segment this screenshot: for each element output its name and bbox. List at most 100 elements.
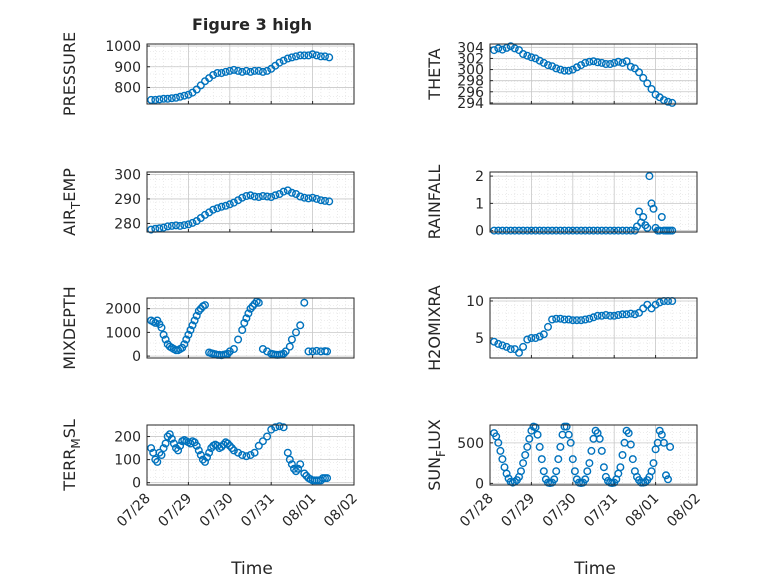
figure-title: Figure 3 high [192,15,312,34]
data-point [151,455,160,464]
data-point [321,196,330,205]
data-point [296,192,305,201]
data-point [655,426,664,435]
data-point [664,475,673,484]
data-point [227,444,236,453]
data-point [271,423,280,432]
data-point [626,62,635,71]
y-axis-label: SUNFLUX [425,419,448,491]
y-tick-label: 294 [457,96,484,112]
data-point [668,98,677,107]
data-point [651,300,660,309]
y-tick-label: 1000 [105,39,141,55]
data-point [159,444,168,453]
y-tick-label: 2 [475,169,484,185]
data-point [610,311,619,320]
y-tick-label: 800 [114,80,141,96]
data-point [550,475,559,484]
y-tick-label: 200 [114,430,141,446]
y-tick-label: 500 [457,436,484,452]
data-point [626,309,635,318]
data-point [221,67,230,76]
panel-5: 0 1000 2000 MIXDEPTH [60,286,355,370]
data-point [506,226,515,235]
data-point [577,316,586,325]
data-point [544,61,553,70]
data-point [292,52,301,61]
y-tick-label: 2000 [105,302,141,318]
data-point [502,43,511,52]
y-axis-label: MIXDEPTH [60,286,79,369]
y-tick-label: 5 [475,331,484,347]
data-point [167,434,176,443]
data-point [535,226,544,235]
data-point [593,58,602,67]
data-point [568,65,577,74]
data-point [242,314,251,323]
data-point [490,46,499,55]
data-point [643,223,652,232]
data-point [630,310,639,319]
data-point [180,221,189,230]
data-point [657,430,666,439]
data-point [564,430,573,439]
data-point [229,198,238,207]
data-point [213,68,222,77]
y-tick-label: 304 [457,40,484,56]
data-point [155,95,164,104]
data-point [515,348,524,357]
data-point [506,42,515,51]
data-point [552,467,561,476]
data-point [539,330,548,339]
data-point [171,221,180,230]
data-point [556,442,565,451]
data-point [275,422,284,431]
data-point [544,322,553,331]
data-point [147,225,156,234]
data-point [606,311,615,320]
data-point [494,438,503,447]
data-point [568,226,577,235]
data-point [223,439,232,448]
data-point [583,467,592,476]
data-point [209,205,218,214]
data-point [610,226,619,235]
data-point [250,66,259,75]
data-point [192,311,201,320]
panel-1: 800 900 1000 PRESSURE [60,32,355,116]
data-point [225,66,234,75]
data-point [581,315,590,324]
data-point [285,342,294,351]
data-point [296,460,305,469]
data-point [287,188,296,197]
data-point [321,52,330,61]
data-point [161,335,170,344]
data-point [163,222,172,231]
data-series [490,172,677,235]
data-point [502,226,511,235]
data-point [283,186,292,195]
data-point [184,220,193,229]
data-point [223,349,232,358]
panel-6: 5 10 H2OMIXRA [425,285,698,371]
data-point [564,315,573,324]
data-point [300,469,309,478]
y-axis-label: TERRMSL [60,419,83,492]
y-tick-label: 300 [457,63,484,79]
data-point [539,58,548,67]
data-point [229,345,238,354]
data-point [510,226,519,235]
data-point [323,347,332,356]
data-point [556,314,565,323]
data-point [192,85,201,94]
data-series [147,186,334,234]
data-point [287,53,296,62]
data-point [171,444,180,453]
data-point [659,96,668,105]
data-point [296,51,305,60]
data-point [523,335,532,344]
data-point [159,94,168,103]
data-point [519,50,528,59]
data-point [171,93,180,102]
data-point [167,94,176,103]
